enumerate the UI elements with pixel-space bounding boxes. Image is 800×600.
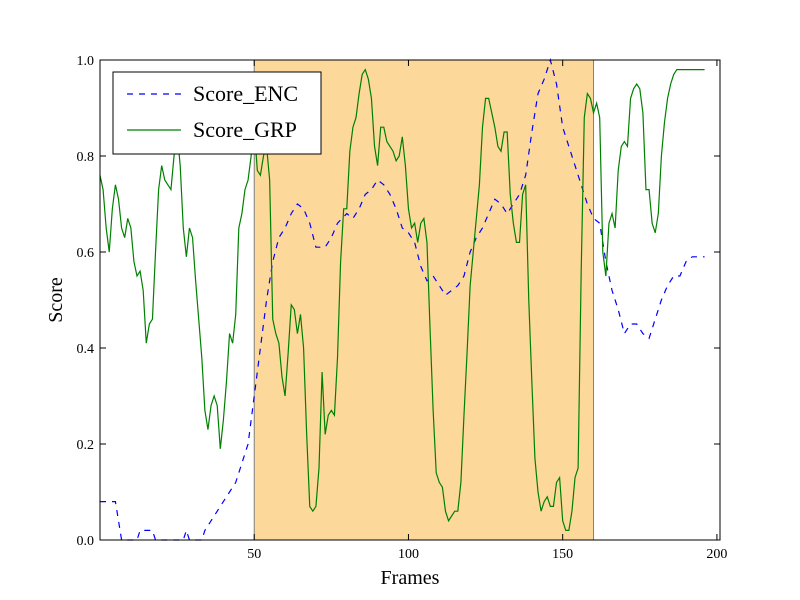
series-line-score-grp bbox=[99, 68, 705, 531]
y-tick-label: 0.6 bbox=[77, 246, 95, 261]
plot-area-frame bbox=[99, 59, 721, 541]
y-tick-label: 0.8 bbox=[77, 150, 95, 165]
x-tick-label: 150 bbox=[552, 547, 573, 562]
x-axis-label: Frames bbox=[381, 567, 440, 589]
x-tick-label: 50 bbox=[247, 547, 261, 562]
y-tick-label: 0.0 bbox=[77, 534, 95, 549]
y-tick-label: 0.2 bbox=[77, 438, 95, 453]
y-tick-label: 0.4 bbox=[77, 342, 95, 357]
y-tick-label: 1.0 bbox=[77, 54, 95, 69]
x-tick-label: 200 bbox=[706, 547, 727, 562]
legend-label: Score_GRP bbox=[193, 117, 297, 142]
x-tick-label: 100 bbox=[398, 547, 419, 562]
legend-box bbox=[112, 71, 322, 155]
y-axis-label: Score bbox=[45, 277, 67, 323]
legend-label: Score_ENC bbox=[193, 81, 298, 106]
legend: Score_ENC Score_GRP bbox=[112, 71, 322, 155]
ticks-layer: 50 100 150 200 0.0 0.2 0.4 0.6 0.8 1.0 bbox=[77, 54, 728, 562]
series-layer bbox=[99, 57, 705, 541]
